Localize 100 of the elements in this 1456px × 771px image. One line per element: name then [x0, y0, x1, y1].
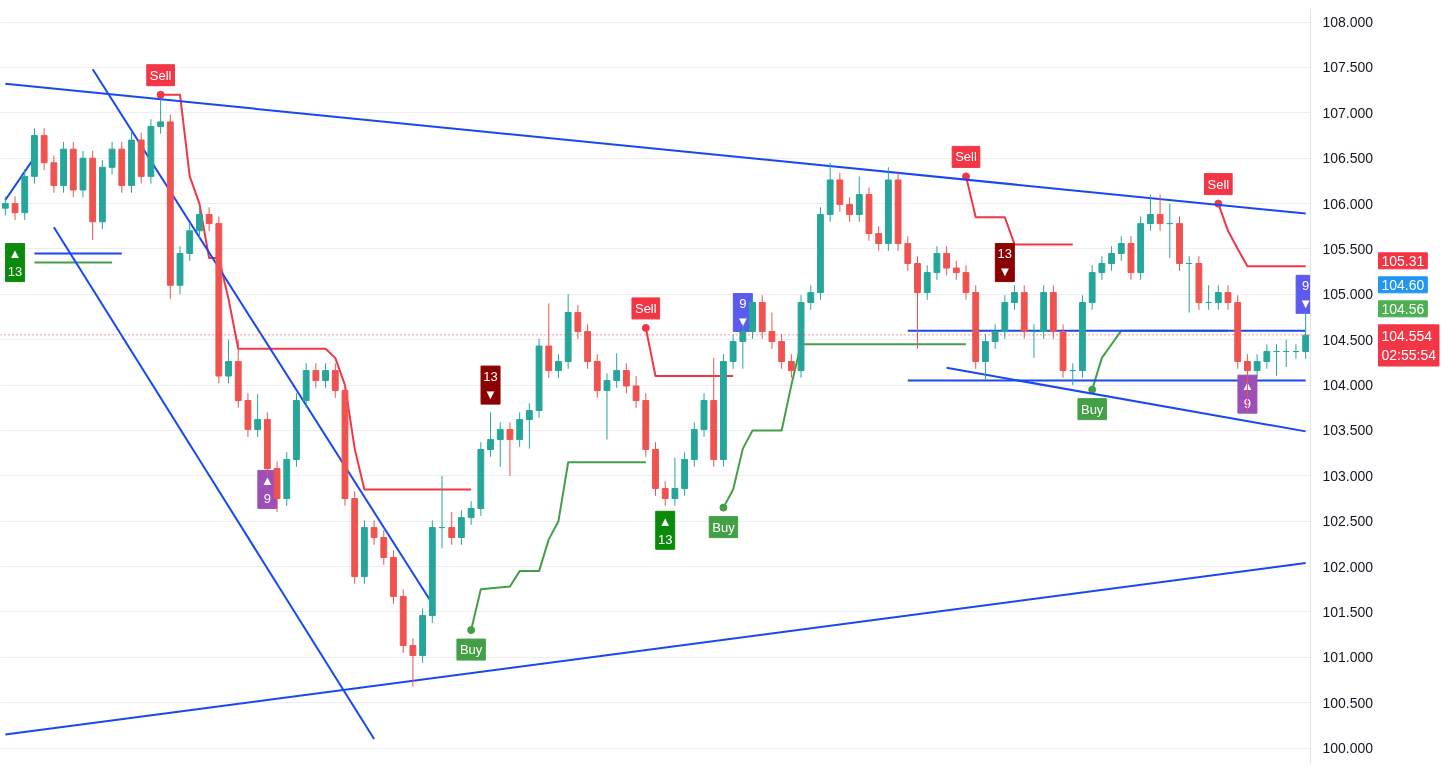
candlestick	[322, 362, 329, 389]
point	[719, 503, 728, 512]
candlestick	[380, 529, 388, 566]
candlestick	[1108, 245, 1115, 272]
candlestick	[729, 333, 737, 370]
y-tick-label: 103.000	[1322, 467, 1374, 484]
y-tick-label: 104.500	[1322, 331, 1374, 348]
candlestick	[1156, 194, 1164, 232]
candlestick	[768, 312, 776, 350]
y-tick-label: 107.500	[1322, 59, 1374, 76]
y-tick-label: 100.500	[1322, 694, 1374, 711]
point	[1088, 385, 1097, 394]
y-tick-label: 105.000	[1322, 286, 1374, 303]
y-tick-label: 107.000	[1322, 104, 1374, 121]
series-label: 13 ▼	[997, 246, 1013, 280]
candlestick	[943, 245, 951, 276]
candlestick	[982, 333, 989, 382]
candlestick	[458, 509, 465, 546]
y-tick-label: 105.500	[1322, 240, 1374, 257]
candlestick	[952, 260, 960, 281]
series-label: Buy	[712, 519, 736, 535]
candlestick	[778, 333, 786, 370]
candlestick	[157, 98, 165, 135]
candlestick	[962, 264, 970, 301]
series-label: ▲ 9	[260, 472, 274, 506]
candlestick	[632, 375, 640, 409]
series-label: Buy	[1080, 401, 1104, 417]
candlestick	[50, 155, 58, 194]
y-tick-label: 106.000	[1322, 195, 1374, 212]
candlestick	[467, 500, 475, 526]
candlestick	[875, 225, 883, 252]
candlestick	[622, 362, 630, 394]
candlestick	[787, 353, 795, 379]
series-label: ▲ 9	[1240, 377, 1254, 411]
candlestick	[933, 245, 941, 281]
series-label: Sell	[634, 300, 657, 316]
candlestick	[331, 362, 339, 399]
candlestick	[108, 141, 116, 176]
y-tick-label: 103.500	[1322, 422, 1374, 439]
point	[156, 90, 165, 99]
series-label: 9 ▼	[1299, 277, 1313, 311]
series-label: Sell	[149, 67, 172, 83]
text: 105.31	[1381, 252, 1425, 269]
y-tick-label: 102.000	[1322, 558, 1374, 575]
candlestick	[661, 480, 669, 507]
candlestick	[506, 421, 514, 477]
candlestick	[370, 519, 378, 546]
text: 104.56	[1381, 300, 1425, 317]
candlestick	[671, 457, 679, 507]
candlestick	[409, 637, 417, 687]
y-tick-label: 100.000	[1322, 740, 1374, 757]
candlestick	[1117, 235, 1125, 262]
candlestick	[225, 339, 232, 384]
series-label: ▲ 13	[657, 513, 673, 547]
point	[641, 323, 650, 332]
series-label: Sell	[955, 149, 977, 165]
series-label: Buy	[459, 642, 483, 658]
y-tick-label: 102.500	[1322, 513, 1374, 530]
candlestick	[1253, 353, 1261, 379]
candlestick	[1146, 194, 1154, 232]
candlestick	[1244, 353, 1251, 413]
candlestick	[186, 223, 194, 262]
y-tick-label: 108.000	[1322, 14, 1374, 31]
candlestick	[904, 235, 912, 272]
candlestick	[516, 411, 524, 448]
candlestick	[555, 353, 562, 379]
candlestick	[807, 284, 815, 311]
series-label: Sell	[1207, 176, 1230, 192]
point	[962, 172, 971, 181]
candlestick	[205, 206, 213, 232]
candlestick	[613, 352, 621, 389]
candlestick	[196, 206, 203, 239]
candlestick	[11, 195, 19, 221]
series-label: 13 ▼	[483, 368, 498, 402]
candlestick	[448, 511, 456, 546]
y-tick-label: 101.000	[1322, 649, 1374, 666]
series-label: ▲ 13	[7, 246, 23, 280]
candlestick	[846, 196, 853, 223]
candlestick	[574, 304, 582, 340]
candlestick	[1011, 284, 1018, 311]
y-tick-label: 106.500	[1322, 150, 1374, 167]
candlestick	[487, 411, 494, 458]
series-label: 9 ▼	[736, 296, 750, 329]
candlestick	[855, 175, 863, 223]
candlestick	[1098, 255, 1106, 281]
candlestick	[312, 362, 320, 389]
text: 104.60	[1381, 276, 1425, 293]
candlestick	[1263, 343, 1271, 370]
candlestick	[1224, 284, 1232, 311]
candlestick	[1214, 284, 1222, 311]
candlestick	[1302, 312, 1310, 360]
candlestick	[923, 264, 931, 301]
text: 104.554 02:55:54	[1381, 327, 1437, 364]
y-tick-label: 101.500	[1322, 603, 1374, 620]
candlestick	[496, 421, 504, 468]
candlestick	[991, 323, 999, 350]
candlestick	[525, 402, 533, 450]
candlestick	[603, 372, 611, 441]
point	[467, 626, 476, 635]
candlestick	[254, 393, 262, 438]
